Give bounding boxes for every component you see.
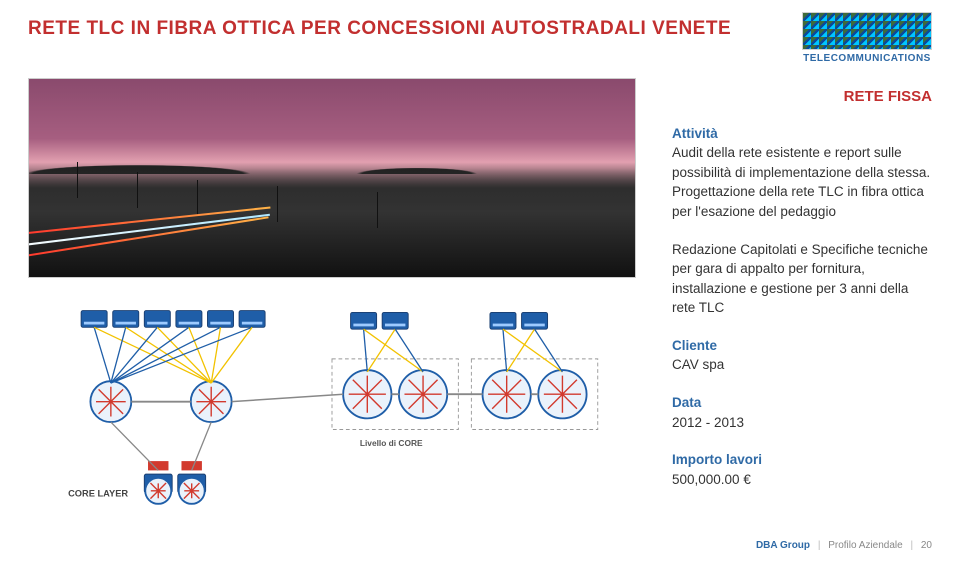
activity-text-1: Audit della rete esistente e report sull… — [672, 143, 932, 182]
footer-doc: Profilo Aziendale — [828, 540, 903, 551]
footer-page: 20 — [921, 540, 932, 551]
client-block: Cliente CAV spa — [672, 336, 932, 375]
client-heading: Cliente — [672, 336, 932, 356]
sector-badge: TELECOMMUNICATIONS — [802, 12, 932, 72]
info-panel: RETE FISSA Attività Audit della rete esi… — [672, 78, 932, 515]
amount-block: Importo lavori 500,000.00 € — [672, 450, 932, 489]
category-label: RETE FISSA — [672, 86, 932, 108]
svg-text:Livello di CORE: Livello di CORE — [360, 438, 423, 448]
network-diagram: CORE LAYER Livello di CORE — [28, 292, 636, 515]
client-value: CAV spa — [672, 355, 932, 375]
hero-image — [28, 78, 636, 278]
footer-sep-1: | — [818, 540, 821, 551]
header: RETE TLC IN FIBRA OTTICA PER CONCESSIONI… — [28, 18, 932, 78]
svg-text:CORE LAYER: CORE LAYER — [68, 488, 128, 498]
left-column: CORE LAYER Livello di CORE — [28, 78, 636, 515]
date-value: 2012 - 2013 — [672, 413, 932, 433]
footer: DBA Group | Profilo Aziendale | 20 — [756, 540, 932, 551]
sector-thumb-image — [802, 12, 932, 50]
footer-sep-2: | — [910, 540, 913, 551]
date-block: Data 2012 - 2013 — [672, 393, 932, 432]
amount-value: 500,000.00 € — [672, 470, 932, 490]
activity-heading: Attività — [672, 124, 932, 144]
activity-text-2: Progettazione della rete TLC in fibra ot… — [672, 182, 932, 221]
date-heading: Data — [672, 393, 932, 413]
footer-company: DBA Group — [756, 540, 810, 551]
sector-label: TELECOMMUNICATIONS — [802, 53, 932, 64]
activity-block: Attività Audit della rete esistente e re… — [672, 124, 932, 222]
page-title: RETE TLC IN FIBRA OTTICA PER CONCESSIONI… — [28, 18, 932, 40]
amount-heading: Importo lavori — [672, 450, 932, 470]
activity-block-2: Redazione Capitolati e Specifiche tecnic… — [672, 240, 932, 318]
activity-text-3: Redazione Capitolati e Specifiche tecnic… — [672, 240, 932, 318]
